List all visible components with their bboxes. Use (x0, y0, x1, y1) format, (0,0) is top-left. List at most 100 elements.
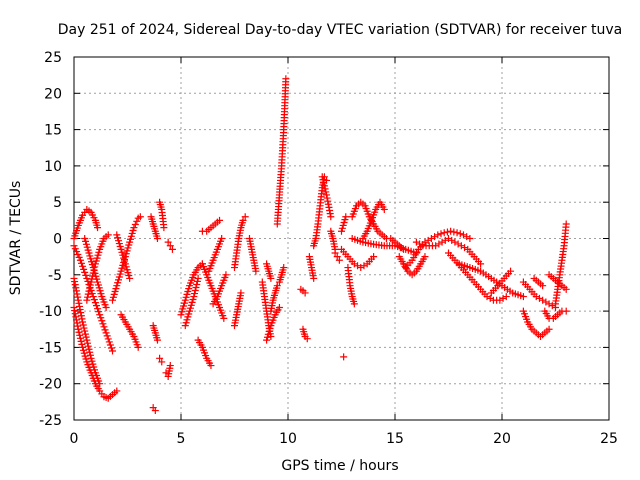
data-point (360, 262, 368, 270)
data-point (76, 331, 84, 339)
data-point (327, 213, 335, 221)
data-point (77, 259, 85, 267)
data-point (87, 278, 95, 286)
y-tick-label: -5 (48, 268, 62, 284)
data-point (72, 287, 80, 295)
series-arc04 (70, 242, 117, 355)
data-point (454, 240, 462, 248)
data-point (320, 182, 328, 190)
series-arc13 (156, 198, 168, 232)
data-point (94, 305, 102, 313)
data-point (370, 253, 378, 261)
data-point (72, 316, 80, 324)
x-axis-label: GPS time / hours (281, 458, 398, 474)
data-point (545, 300, 553, 308)
data-point (73, 319, 81, 327)
data-point (191, 287, 199, 295)
data-point (301, 289, 309, 297)
data-point (412, 238, 420, 246)
series-arc46 (395, 253, 429, 279)
series-arc36 (318, 173, 335, 221)
series-arc48 (412, 235, 485, 268)
series-arc26 (245, 235, 260, 275)
data-point (282, 75, 290, 83)
data-point (78, 315, 86, 323)
data-point (507, 267, 515, 275)
data-point (84, 339, 92, 347)
series-arc50 (455, 260, 527, 301)
data-point (252, 267, 260, 275)
y-tick-label: 25 (44, 50, 62, 66)
data-point (75, 328, 83, 336)
data-point (160, 224, 168, 232)
data-point (354, 262, 362, 270)
data-point (71, 278, 79, 286)
data-point (519, 293, 527, 301)
data-point (77, 309, 85, 317)
data-point (193, 277, 201, 285)
data-point (89, 293, 97, 301)
data-point (239, 216, 247, 224)
series-arc12 (149, 404, 159, 415)
data-point (542, 298, 550, 306)
data-point (95, 308, 103, 316)
chart-title: Day 251 of 2024, Sidereal Day-to-day VTE… (58, 22, 622, 38)
data-point (81, 330, 89, 338)
data-point (445, 235, 452, 242)
series-arc09 (113, 231, 134, 282)
data-point (280, 264, 288, 272)
y-tick-label: -20 (39, 377, 62, 393)
data-point (70, 274, 78, 282)
data-point (562, 307, 570, 315)
data-point (440, 229, 448, 237)
data-point (535, 294, 543, 302)
series-arc11 (149, 322, 161, 344)
data-point (322, 188, 330, 196)
data-point (218, 235, 226, 242)
data-point (435, 240, 443, 248)
data-point (477, 260, 485, 268)
data-point (151, 407, 159, 415)
data-point (79, 321, 87, 329)
data-point (310, 274, 318, 282)
data-point (86, 348, 94, 356)
data-point (113, 387, 121, 395)
data-point (73, 290, 81, 298)
data-point (562, 220, 570, 228)
data-point (104, 335, 112, 343)
data-point (109, 347, 117, 355)
data-point (427, 235, 435, 242)
series-arc37 (327, 227, 339, 253)
data-point (90, 296, 98, 304)
data-point (241, 213, 249, 221)
data-point (303, 335, 311, 343)
series-arc35 (310, 173, 331, 250)
data-point (326, 210, 334, 218)
data-point (103, 332, 111, 340)
data-point (105, 338, 113, 346)
data-point (72, 284, 80, 292)
data-point (421, 253, 429, 261)
grid (74, 57, 609, 420)
series-arc47 (402, 227, 474, 272)
data-point (216, 216, 224, 224)
y-tick-label: 0 (53, 232, 62, 248)
series-arc52 (519, 307, 553, 341)
data-point (502, 293, 510, 301)
x-tick-label: 25 (600, 431, 618, 447)
data-point (84, 277, 92, 285)
data-point (318, 173, 326, 181)
data-point (222, 271, 230, 279)
x-tick-label: 10 (279, 431, 297, 447)
data-point (104, 231, 112, 239)
series-arc38 (331, 249, 343, 264)
y-tick-label: -10 (39, 304, 62, 320)
data-point (98, 317, 106, 325)
data-point (320, 179, 328, 187)
data-point (153, 235, 161, 242)
y-tick-label: -15 (39, 340, 62, 356)
data-point (431, 233, 439, 241)
data-point (192, 284, 200, 292)
data-point (380, 205, 388, 213)
data-point (107, 344, 115, 352)
